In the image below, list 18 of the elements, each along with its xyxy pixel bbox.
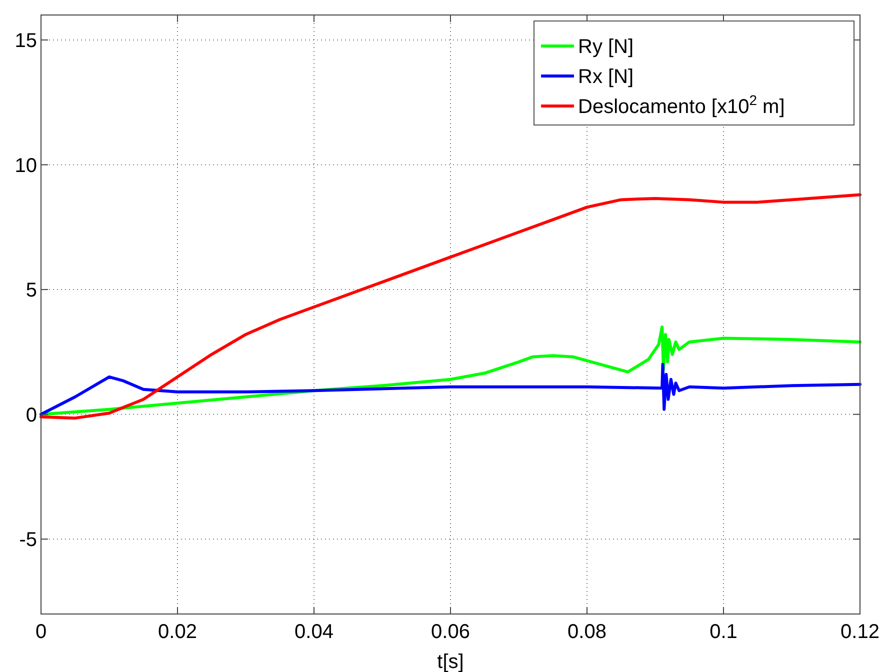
- legend-label: Deslocamento [x10$^{2}$ m]: [578, 92, 785, 118]
- y-tick-label: 0: [26, 404, 37, 426]
- y-tick-label: 15: [14, 30, 37, 52]
- x-tick-label: 0.02: [158, 621, 197, 643]
- y-tick-label: 10: [14, 154, 37, 177]
- x-tick-label: 0.12: [840, 621, 880, 643]
- line-series: [40, 193, 862, 420]
- y-tick-label: -5: [19, 529, 37, 552]
- x-tick-label: 0.04: [294, 621, 334, 643]
- legend-label: Rx [N]: [578, 66, 634, 88]
- y-tick-label: 5: [26, 280, 37, 302]
- legend-label: Ry [N]: [578, 36, 634, 58]
- x-tick-label: 0.1: [710, 621, 738, 643]
- line-series: [40, 362, 862, 416]
- line-series: [40, 325, 862, 416]
- x-axis-title: t[s]: [437, 651, 464, 672]
- x-tick-label: 0.08: [568, 621, 606, 643]
- x-tick-label: 0.06: [431, 621, 470, 643]
